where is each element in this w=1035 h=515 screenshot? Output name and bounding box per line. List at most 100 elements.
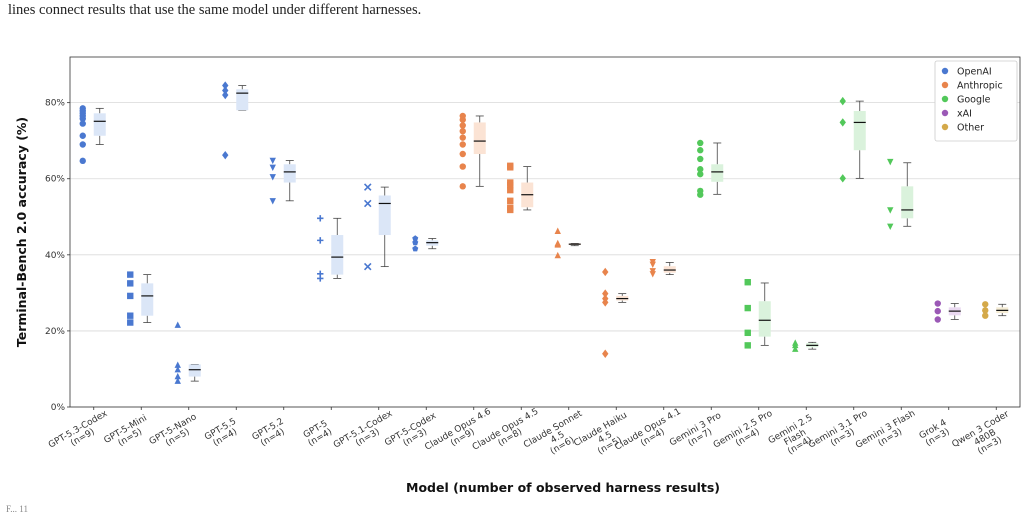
- x-tick-label: GPT-5-Nano(n=5): [148, 412, 204, 455]
- data-point: [127, 271, 134, 278]
- data-point: [412, 245, 419, 252]
- x-tick-label: GPT-5.2(n=4): [251, 417, 291, 451]
- data-point: [79, 120, 86, 127]
- data-point: [222, 150, 229, 160]
- data-point: [554, 251, 561, 259]
- data-point: [649, 258, 656, 266]
- y-tick-label: 20%: [45, 327, 65, 337]
- category-group: Gemini 2.5 Pro(n=4): [712, 279, 780, 459]
- data-point: [363, 183, 372, 191]
- iqr-box: [711, 164, 724, 182]
- data-point: [887, 223, 894, 230]
- data-point: [174, 366, 181, 373]
- data-point: [127, 280, 134, 287]
- x-tick-label: Qwen 3 Coder480B(n=3): [950, 409, 1020, 466]
- data-point: [792, 345, 799, 352]
- y-tick-label: 40%: [45, 251, 65, 261]
- data-point: [127, 292, 134, 300]
- iqr-box: [853, 111, 866, 151]
- data-point: [887, 158, 894, 166]
- y-axis-title: Terminal-Bench 2.0 accuracy (%): [14, 117, 29, 347]
- data-point: [507, 204, 514, 211]
- data-point: [602, 289, 609, 298]
- category-group: GPT-5-Nano(n=5): [148, 321, 204, 455]
- data-point: [982, 301, 989, 308]
- x-tick-label: GPT-5.1-Codex(n=3): [332, 409, 400, 459]
- data-point: [982, 307, 989, 314]
- data-point: [602, 349, 609, 358]
- iqr-box: [331, 235, 344, 275]
- data-point: [792, 339, 799, 346]
- iqr-box: [283, 164, 296, 183]
- data-point: [744, 279, 751, 286]
- data-point: [697, 155, 704, 163]
- data-point: [174, 361, 181, 368]
- data-point: [507, 179, 514, 186]
- data-point: [459, 134, 466, 141]
- x-tick-label: GPT-5.3-Codex(n=9): [47, 409, 115, 459]
- data-point: [174, 377, 181, 384]
- category-group: Qwen 3 Coder480B(n=3): [950, 301, 1020, 466]
- x-tick-label: Gemini 2.5 Pro(n=4): [712, 409, 780, 459]
- data-point: [744, 304, 751, 312]
- category-group: GPT-5-Mini(n=5): [102, 271, 154, 449]
- data-point: [697, 170, 704, 178]
- data-point: [79, 141, 86, 148]
- data-point: [982, 312, 989, 319]
- data-point: [459, 112, 466, 120]
- iqr-box: [141, 283, 154, 316]
- x-tick-label: Grok 4(n=3): [918, 418, 954, 450]
- x-tick-label: GPT-5.5(n=4): [203, 417, 243, 451]
- data-point: [554, 227, 561, 234]
- data-point: [412, 235, 419, 242]
- data-point: [79, 157, 86, 165]
- data-point: [697, 147, 704, 154]
- legend-label-google: Google: [957, 95, 991, 106]
- data-point: [222, 90, 229, 100]
- data-point: [649, 268, 656, 275]
- iqr-box: [473, 122, 486, 155]
- data-point: [459, 141, 466, 148]
- data-point: [222, 81, 229, 90]
- legend: OpenAI Anthropic Google xAI Other: [934, 60, 1018, 142]
- data-point: [744, 329, 751, 337]
- data-point: [317, 215, 324, 222]
- data-point: [839, 174, 846, 183]
- x-tick-label: GPT-5(n=4): [302, 419, 334, 449]
- legend-box: [934, 60, 1018, 142]
- data-point: [317, 237, 324, 244]
- iqr-box: [901, 186, 914, 219]
- category-group: Claude Opus 4.6(n=9): [423, 112, 493, 453]
- plot-frame: [69, 56, 1021, 408]
- data-point: [507, 197, 514, 205]
- data-point: [602, 294, 609, 303]
- figure-caption: lines connect results that use the same …: [8, 2, 422, 18]
- y-tick-label: 80%: [45, 99, 65, 109]
- category-group: GPT-5.1-Codex(n=3): [332, 183, 400, 459]
- category-group: GPT-5.5(n=4): [203, 81, 249, 451]
- data-point: [697, 166, 704, 173]
- x-axis-title: Model (number of observed harness result…: [406, 480, 720, 495]
- data-point: [269, 174, 276, 181]
- legend-marker-anthropic: [941, 81, 949, 89]
- data-point: [839, 96, 846, 106]
- data-point: [127, 312, 134, 319]
- data-point: [507, 162, 514, 170]
- data-point: [459, 163, 466, 170]
- category-group: GPT-5(n=4): [302, 215, 344, 449]
- data-point: [127, 319, 134, 326]
- legend-label-openai: OpenAI: [957, 67, 992, 78]
- data-point: [602, 267, 609, 277]
- data-point: [934, 316, 941, 323]
- iqr-box: [378, 195, 391, 236]
- y-tick-label: 60%: [45, 175, 65, 185]
- category-group: Grok 4(n=3): [918, 300, 961, 449]
- data-point: [79, 105, 86, 112]
- data-point: [887, 207, 894, 214]
- y-tick-label: 0%: [51, 403, 66, 413]
- legend-marker-xai: [941, 109, 949, 117]
- legend-marker-other: [941, 123, 949, 131]
- x-tick-label: Gemini 3.1 Pro(n=3): [807, 409, 875, 459]
- data-point: [79, 132, 86, 139]
